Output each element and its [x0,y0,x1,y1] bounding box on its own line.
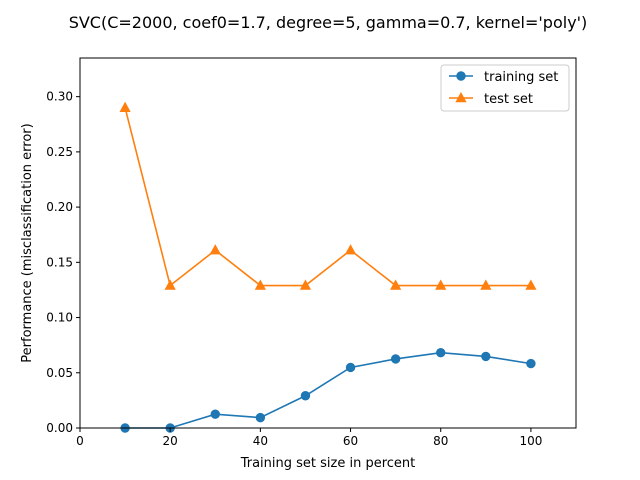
axes-frame [79,57,577,429]
data-point-1-3 [254,279,266,290]
y-tick-label-5: 0.25 [46,145,73,159]
data-point-1-4 [299,279,312,290]
y-tick-label-2: 0.10 [46,311,73,325]
legend: training set test set [440,64,570,112]
x-tick-label-1: 20 [163,434,178,448]
data-point-1-0 [119,101,131,112]
axes-layer: 0 20 40 60 80 100 0.00 0.05 0.10 0.15 0.20 0.25 0.30 [46,57,577,448]
data-point-0-6 [390,354,401,364]
data-point-1-9 [525,279,537,290]
plot-area [80,58,576,428]
legend-marker-1 [455,91,467,103]
data-point-1-2 [209,244,221,255]
y-tick-label-3: 0.15 [46,255,73,269]
data-point-0-3 [255,412,266,423]
y-tick-label-6: 0.30 [46,90,73,104]
x-tick-label-0: 0 [76,434,84,448]
data-point-0-4 [300,391,311,401]
data-point-0-5 [345,362,356,373]
legend-label-1: test set [484,92,533,107]
x-tick-label-4: 80 [433,434,448,448]
data-point-1-5 [344,244,357,255]
data-layer [119,101,537,433]
data-point-0-9 [526,358,536,369]
x-tick-label-2: 40 [253,434,268,448]
y-tick-label-1: 0.05 [46,366,73,380]
y-tick-label-4: 0.20 [46,200,73,214]
data-point-1-7 [435,279,447,290]
x-axis-label: Training set size in percent [240,456,416,471]
data-point-0-2 [210,409,220,419]
y-tick-label-0: 0.00 [46,421,73,435]
data-point-1-6 [390,279,402,290]
x-tick-label-3: 60 [343,434,358,448]
data-point-1-1 [164,279,176,290]
legend-label-0: training set [484,70,558,85]
data-point-0-7 [436,347,446,358]
series-line-1 [124,107,531,287]
data-point-1-8 [480,279,492,290]
chart-title: SVC(C=2000, coef0=1.7, degree=5, gamma=0… [69,13,588,32]
data-point-0-8 [481,351,491,362]
series-line-0 [125,351,532,429]
x-tick-label-5: 100 [519,434,542,448]
legend-marker-0 [456,71,466,81]
y-axis-label: Performance (misclassification error) [20,123,35,362]
